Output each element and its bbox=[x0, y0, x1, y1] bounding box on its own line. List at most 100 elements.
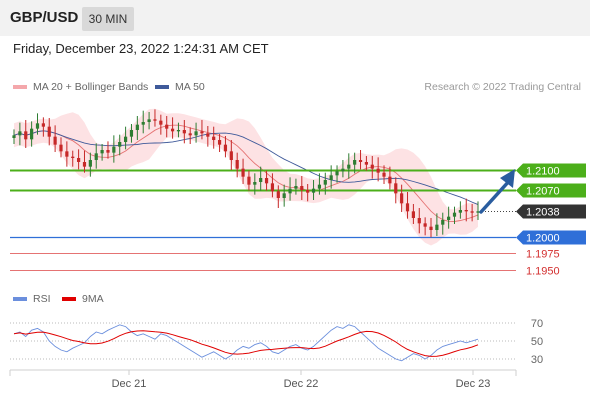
candle-body bbox=[153, 119, 157, 121]
candle-body bbox=[294, 186, 298, 189]
candle-body bbox=[200, 131, 204, 134]
level-tag-1.2100 bbox=[516, 163, 586, 178]
ma50-line bbox=[13, 130, 479, 206]
candle-body bbox=[88, 160, 92, 167]
top-bar: GBP/USD 30 MIN bbox=[0, 0, 590, 36]
candle-body bbox=[464, 210, 468, 212]
candle-body bbox=[370, 164, 374, 169]
x-tick-label: Dec 22 bbox=[284, 378, 319, 390]
timeframe-badge[interactable]: 30 MIN bbox=[82, 7, 134, 31]
bollinger-band-area bbox=[14, 108, 478, 246]
rsi-tick-30: 30 bbox=[531, 354, 543, 366]
candle-body bbox=[82, 162, 87, 167]
candle-body bbox=[388, 176, 392, 184]
candle-body bbox=[212, 136, 216, 140]
candle-body bbox=[400, 193, 404, 204]
legend-ma50-swatch bbox=[155, 85, 169, 89]
candle-body bbox=[135, 124, 139, 130]
candle-body bbox=[170, 128, 175, 132]
rsi-line bbox=[13, 324, 479, 362]
candle-body bbox=[259, 178, 263, 182]
candle-body bbox=[41, 123, 45, 127]
candle-body bbox=[470, 211, 474, 213]
candle-body bbox=[270, 183, 275, 192]
candle-body bbox=[223, 144, 228, 152]
candle-body bbox=[411, 211, 415, 218]
legend-rsi-swatch bbox=[13, 297, 27, 301]
level-tag-1.2070 bbox=[516, 183, 586, 198]
candle-body bbox=[30, 128, 34, 140]
legend-bollinger-swatch bbox=[13, 85, 27, 89]
candle-body bbox=[159, 120, 163, 125]
level-label-1.2070: 1.2070 bbox=[526, 186, 560, 198]
candle-body bbox=[353, 160, 357, 165]
rsi-ma-line bbox=[13, 330, 479, 357]
candle-body bbox=[358, 160, 363, 162]
candle-body bbox=[288, 188, 292, 194]
candle-body bbox=[253, 182, 257, 185]
candle-body bbox=[229, 151, 233, 160]
candle-body bbox=[405, 203, 410, 212]
x-ticks: Dec 21 Dec 22 Dec 23 bbox=[112, 370, 491, 390]
moving-averages bbox=[13, 124, 479, 222]
candle-body bbox=[364, 162, 369, 165]
candle-body bbox=[141, 122, 145, 125]
chart-datetime: Friday, December 23, 2022 1:24:31 AM CET bbox=[13, 41, 269, 56]
candle-body bbox=[329, 175, 333, 180]
candle-body bbox=[282, 193, 286, 198]
candle-body bbox=[376, 168, 380, 173]
level-labels: 1.2100 1.2070 1.2038 1.2000 1.1975 1.1950 bbox=[516, 163, 586, 278]
legend-rsi-ma: 9MA bbox=[82, 293, 104, 305]
candle-body bbox=[417, 218, 421, 224]
levels bbox=[10, 169, 516, 271]
candle-body bbox=[317, 184, 322, 189]
candle-body bbox=[241, 168, 245, 177]
legend-rsi: RSI bbox=[33, 293, 51, 305]
candle-body bbox=[335, 171, 339, 176]
up-arrow-icon bbox=[500, 169, 515, 188]
candle-body bbox=[264, 178, 269, 184]
candle-body bbox=[476, 211, 480, 213]
rsi-panel: 70 50 30 bbox=[10, 318, 543, 366]
candle-body bbox=[53, 136, 57, 145]
candle-body bbox=[182, 130, 186, 134]
candle-body bbox=[206, 133, 210, 137]
candle-body bbox=[347, 164, 351, 169]
forecast-arrow-shaft bbox=[479, 178, 512, 214]
candle-body bbox=[447, 216, 451, 220]
candles bbox=[12, 109, 480, 238]
candle-body bbox=[458, 210, 462, 213]
candle-body bbox=[235, 160, 239, 169]
candle-body bbox=[118, 142, 122, 147]
candle-body bbox=[18, 131, 22, 136]
candle-body bbox=[24, 131, 28, 140]
bollinger-bands bbox=[14, 108, 478, 246]
rsi-tick-70: 70 bbox=[531, 318, 543, 330]
candle-body bbox=[176, 130, 181, 132]
candle-body bbox=[441, 220, 445, 225]
candle-body bbox=[423, 223, 427, 227]
level-label-1.1975: 1.1975 bbox=[526, 249, 560, 261]
candle-body bbox=[435, 224, 439, 230]
rsi-tick-50: 50 bbox=[531, 336, 543, 348]
candle-body bbox=[77, 158, 81, 162]
level-label-1.2100: 1.2100 bbox=[526, 166, 560, 178]
candle-body bbox=[323, 180, 327, 185]
candle-body bbox=[382, 172, 386, 177]
candle-body bbox=[65, 151, 69, 157]
candle-body bbox=[12, 135, 16, 138]
candle-body bbox=[47, 126, 51, 137]
candle-body bbox=[429, 226, 433, 230]
level-tag-1.2038 bbox=[516, 204, 586, 219]
candle-body bbox=[123, 136, 128, 142]
x-tick-label: Dec 23 bbox=[456, 378, 491, 390]
candle-body bbox=[311, 188, 316, 193]
level-label-1.1950: 1.1950 bbox=[526, 266, 560, 278]
candle-body bbox=[300, 186, 304, 190]
candle-body bbox=[394, 183, 398, 194]
candle-body bbox=[194, 131, 198, 136]
candle-body bbox=[341, 168, 345, 172]
candle-body bbox=[306, 190, 310, 193]
candle-body bbox=[106, 150, 110, 153]
